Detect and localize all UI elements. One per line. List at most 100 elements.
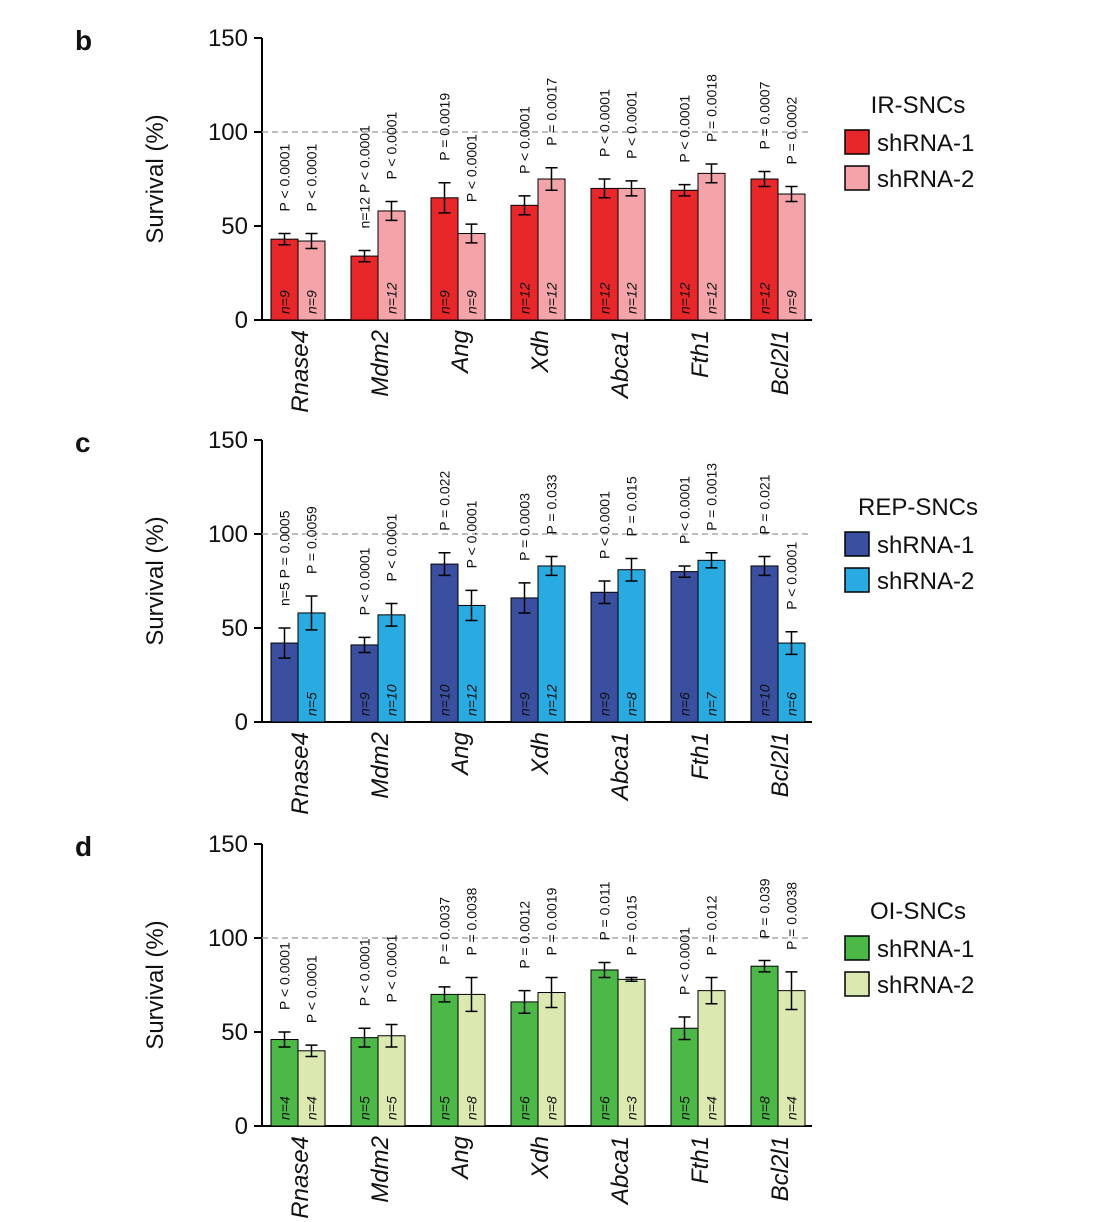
error-bar	[625, 557, 638, 582]
bar	[510, 597, 539, 723]
p-label: P < 0.0001	[464, 134, 480, 202]
y-tick-label: 50	[221, 1019, 248, 1046]
p-label: P < 0.0001	[277, 942, 293, 1010]
y-tick-label: 0	[235, 307, 248, 334]
error-bar	[598, 580, 611, 605]
bar	[297, 1050, 326, 1127]
p-label: P < 0.0001	[677, 927, 693, 995]
category-label: Ang	[447, 329, 474, 374]
p-label: P < 0.0001	[784, 542, 800, 610]
p-label: P = 0.039	[757, 878, 773, 938]
bar	[430, 197, 459, 321]
category-label: Fth1	[687, 1136, 714, 1184]
y-axis-title: Survival (%)	[142, 920, 169, 1049]
error-bar	[785, 631, 798, 656]
bar	[350, 255, 379, 321]
n-label: n=4	[304, 1096, 320, 1120]
bar	[350, 644, 379, 723]
error-bar	[545, 976, 558, 1009]
panel-label: b	[75, 25, 92, 56]
p-label: P = 0.0038	[464, 887, 480, 955]
error-bar	[625, 180, 638, 197]
panel-label: d	[75, 831, 92, 862]
legend-label: shRNA-2	[877, 568, 974, 595]
n-label: n=12	[544, 282, 560, 314]
error-bar	[358, 1027, 371, 1048]
n-label: n=3	[624, 1096, 640, 1120]
category-label: Abca1	[607, 1136, 634, 1206]
legend-title: REP-SNCs	[858, 494, 978, 521]
error-bar	[678, 1016, 691, 1041]
n-label: n=5	[384, 1096, 400, 1120]
legend-label: shRNA-1	[877, 130, 974, 157]
category-label: Bcl2l1	[767, 330, 794, 395]
p-label: P = 0.0019	[437, 93, 453, 161]
bar	[697, 172, 726, 321]
bar	[350, 1037, 379, 1127]
n-label: n=9	[464, 290, 480, 314]
p-label: P < 0.0001	[384, 513, 400, 581]
bar	[670, 189, 699, 321]
category-label: Xdh	[527, 1136, 554, 1180]
category-label: Bcl2l1	[767, 732, 794, 797]
error-bar	[705, 163, 718, 184]
p-label: P < 0.0001	[517, 106, 533, 174]
n-label: n=4	[704, 1096, 720, 1120]
error-bar	[705, 552, 718, 569]
p-label: P < 0.0001	[357, 547, 373, 615]
bar	[670, 571, 699, 723]
category-label: Rnase4	[287, 330, 314, 413]
error-bar	[278, 232, 291, 246]
n-label: n=9	[597, 692, 613, 716]
error-bar	[518, 989, 531, 1014]
category-label: Ang	[447, 731, 474, 776]
p-label: P < 0.0001	[304, 143, 320, 211]
error-bar	[758, 959, 771, 973]
n-label: n=12	[544, 684, 560, 716]
p-label: n=12 P < 0.0001	[357, 125, 373, 228]
n-label: n=6	[677, 692, 693, 716]
category-label: Abca1	[607, 732, 634, 802]
error-bar	[705, 976, 718, 1005]
n-label: n=12	[757, 282, 773, 314]
bar	[537, 992, 566, 1127]
n-label: n=4	[784, 1096, 800, 1120]
category-label: Xdh	[527, 330, 554, 374]
p-label: P = 0.0059	[304, 506, 320, 574]
error-bar	[465, 589, 478, 622]
error-bar	[305, 232, 318, 250]
category-label: Bcl2l1	[767, 1136, 794, 1201]
p-label: P = 0.0038	[784, 882, 800, 950]
category-label: Mdm2	[367, 732, 394, 799]
category-label: Fth1	[687, 330, 714, 378]
p-label: P = 0.012	[704, 895, 720, 955]
p-label: P < 0.0001	[384, 934, 400, 1002]
legend-label: shRNA-1	[877, 936, 974, 963]
legend-swatch	[844, 129, 870, 155]
y-axis-title: Survival (%)	[142, 114, 169, 243]
p-label: P < 0.0001	[677, 95, 693, 163]
error-bar	[438, 182, 451, 214]
p-label: P = 0.0019	[544, 887, 560, 955]
n-label: n=9	[304, 290, 320, 314]
error-bar	[465, 976, 478, 1013]
error-bar	[278, 1031, 291, 1048]
bar	[430, 563, 459, 723]
error-bar	[305, 1044, 318, 1058]
bar	[750, 178, 779, 321]
legend-swatch	[844, 935, 870, 961]
n-label: n=5	[357, 1096, 373, 1120]
y-tick-label: 100	[208, 925, 248, 952]
n-label: n=10	[384, 684, 400, 716]
legend-swatch	[844, 531, 870, 557]
p-label: P < 0.0001	[624, 91, 640, 159]
p-label: P = 0.022	[437, 471, 453, 531]
bar	[617, 187, 646, 321]
p-label: P < 0.0001	[357, 938, 373, 1006]
bar	[457, 993, 486, 1127]
p-label: P = 0.021	[757, 474, 773, 534]
error-bar	[465, 223, 478, 244]
bar	[777, 642, 806, 723]
p-label: P = 0.0017	[544, 78, 560, 146]
